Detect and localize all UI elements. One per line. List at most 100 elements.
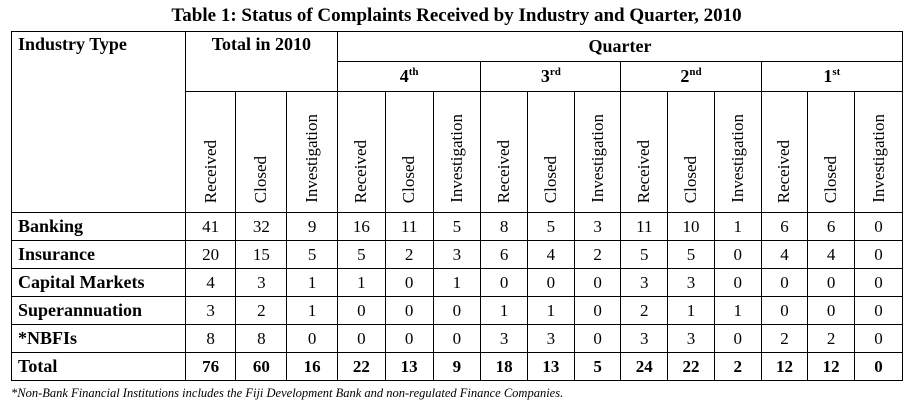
table-cell: 0 xyxy=(713,240,762,269)
complaints-table: Industry Type Total in 2010 Quarter 4th … xyxy=(11,31,904,381)
table-cell: 1 xyxy=(337,268,386,297)
table-cell: 5 xyxy=(286,240,339,269)
table-cell: 0 xyxy=(526,268,575,297)
row-label: Superannuation xyxy=(11,296,186,325)
table-cell: 0 xyxy=(760,268,809,297)
table-cell: 6 xyxy=(760,212,809,241)
table-cell: 5 xyxy=(526,212,575,241)
table-cell: 0 xyxy=(432,296,482,325)
table-row: Insurance 20 15 5 5 2 3 6 4 2 5 5 0 4 4 0 xyxy=(11,240,903,269)
table-cell: 18 xyxy=(480,352,528,381)
table-cell: 32 xyxy=(235,212,288,241)
received-column-header: Received xyxy=(480,91,528,213)
table-cell: 41 xyxy=(184,212,237,241)
table-cell: 3 xyxy=(432,240,482,269)
table-cell: 3 xyxy=(667,324,715,353)
table-cell: 0 xyxy=(807,296,856,325)
table-cell: 5 xyxy=(573,352,622,381)
table-cell: 3 xyxy=(573,212,622,241)
row-label: Insurance xyxy=(11,240,186,269)
table-cell: 3 xyxy=(235,268,288,297)
industry-type-header: Industry Type xyxy=(11,31,186,213)
table-cell: 11 xyxy=(384,212,434,241)
table-cell: 0 xyxy=(573,296,622,325)
table-cell: 60 xyxy=(235,352,288,381)
table-cell: 24 xyxy=(620,352,669,381)
table-cell: 5 xyxy=(337,240,386,269)
table-cell: 3 xyxy=(667,268,715,297)
received-column-header: Received xyxy=(337,91,386,213)
table-cell: 0 xyxy=(384,296,434,325)
table-cell: 22 xyxy=(337,352,386,381)
table-cell: 12 xyxy=(760,352,809,381)
table-cell: 3 xyxy=(184,296,237,325)
row-label: Total xyxy=(11,352,186,381)
table-cell: 1 xyxy=(713,212,762,241)
table-cell: 3 xyxy=(526,324,575,353)
table-cell: 0 xyxy=(854,352,903,381)
table-cell: 0 xyxy=(854,240,903,269)
table-cell: 0 xyxy=(384,268,434,297)
table-row: Total 76 60 16 22 13 9 18 13 5 24 22 2 12 12 0 xyxy=(11,352,903,381)
table-cell: 0 xyxy=(854,324,903,353)
table-row: Superannuation 3 2 1 0 0 0 1 1 0 2 1 1 0 0 0 xyxy=(11,296,903,325)
table-cell: 11 xyxy=(620,212,669,241)
table-cell: 0 xyxy=(713,324,762,353)
table-cell: 2 xyxy=(807,324,856,353)
closed-column-header: Closed xyxy=(384,91,434,213)
table-cell: 13 xyxy=(384,352,434,381)
table-cell: 0 xyxy=(384,324,434,353)
table-cell: 1 xyxy=(432,268,482,297)
table-cell: 0 xyxy=(337,296,386,325)
received-column-header: Received xyxy=(620,91,669,213)
table-cell: 2 xyxy=(235,296,288,325)
investigation-column-header: Investigation xyxy=(713,91,762,213)
table-cell: 2 xyxy=(620,296,669,325)
table-cell: 0 xyxy=(286,324,339,353)
footnote: *Non-Bank Financial Institutions include… xyxy=(11,386,564,400)
table-cell: 1 xyxy=(286,268,339,297)
table-cell: 0 xyxy=(573,324,622,353)
table-cell: 13 xyxy=(526,352,575,381)
table-cell: 0 xyxy=(480,268,528,297)
quarter-1st-header: 1st xyxy=(760,61,904,92)
table-cell: 3 xyxy=(620,268,669,297)
table-cell: 16 xyxy=(337,212,386,241)
table-cell: 20 xyxy=(184,240,237,269)
table-cell: 0 xyxy=(713,268,762,297)
table-cell: 12 xyxy=(807,352,856,381)
table-cell: 2 xyxy=(760,324,809,353)
table-cell: 0 xyxy=(807,268,856,297)
table-cell: 4 xyxy=(807,240,856,269)
row-label: Capital Markets xyxy=(11,268,186,297)
table-row: Capital Markets 4 3 1 1 0 1 0 0 0 3 3 0 0 0 0 xyxy=(11,268,903,297)
table-cell: 5 xyxy=(432,212,482,241)
table-cell: 1 xyxy=(526,296,575,325)
table-cell: 8 xyxy=(235,324,288,353)
table-cell: 0 xyxy=(760,296,809,325)
row-label: *NBFIs xyxy=(11,324,186,353)
table-cell: 0 xyxy=(432,324,482,353)
quarter-3rd-header: 3rd xyxy=(480,61,622,92)
table-cell: 3 xyxy=(620,324,669,353)
closed-column-header: Closed xyxy=(235,91,288,213)
table-cell: 0 xyxy=(854,268,903,297)
investigation-column-header: Investigation xyxy=(432,91,482,213)
table-cell: 2 xyxy=(713,352,762,381)
closed-column-header: Closed xyxy=(667,91,715,213)
table-cell: 6 xyxy=(807,212,856,241)
table-cell: 9 xyxy=(286,212,339,241)
closed-column-header: Closed xyxy=(807,91,856,213)
table-cell: 5 xyxy=(667,240,715,269)
table-cell: 16 xyxy=(286,352,339,381)
table-cell: 0 xyxy=(573,268,622,297)
investigation-column-header: Investigation xyxy=(286,91,339,213)
table-cell: 76 xyxy=(184,352,237,381)
quarter-header: Quarter xyxy=(337,31,903,62)
table-cell: 1 xyxy=(713,296,762,325)
investigation-column-header: Investigation xyxy=(854,91,903,213)
table-cell: 4 xyxy=(184,268,237,297)
quarter-4th-header: 4th xyxy=(337,61,482,92)
table-cell: 6 xyxy=(480,240,528,269)
table-cell: 2 xyxy=(384,240,434,269)
